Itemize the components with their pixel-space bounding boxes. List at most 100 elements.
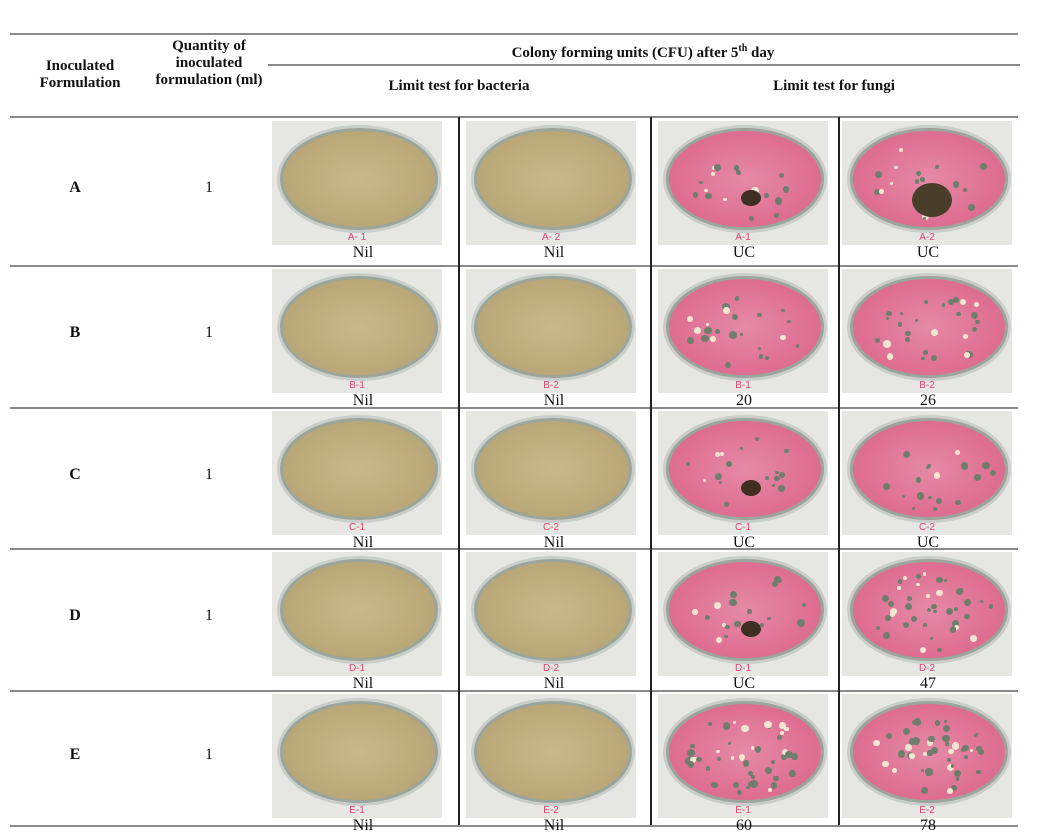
header-fungi: Limit test for fungi [773,78,895,94]
header-cfu-text: Colony forming units (CFU) after 5 [511,45,739,61]
colony-dot [976,769,982,775]
colony-dot [711,165,717,171]
colony-dot [887,600,895,608]
row-rule [10,548,1018,550]
plate-label: D-2 [542,663,560,674]
colony-dot [882,483,890,490]
colony-dot [934,720,941,726]
colony-dot [923,623,927,627]
colony-dot [714,328,720,334]
colony-dot [896,586,901,590]
colony-dot [751,774,756,779]
petri-dish-photo: B-1 [272,269,442,393]
petri-dish [663,556,827,664]
colony-dot [874,170,882,178]
colony-dot [881,594,890,603]
colony-dot [915,179,920,184]
colony-dot [746,785,750,790]
colony-dot [701,334,709,343]
colony-dot [912,183,952,217]
colony-dot [956,312,961,317]
row-rule [10,407,1018,409]
colony-dot [926,739,934,747]
petri-dish-photo: C-2 [466,411,636,535]
colony-dot [946,757,951,762]
colony-dot [733,165,740,172]
colony-dot [952,620,960,628]
colony-dot [765,356,770,361]
plate-label: B-1 [349,380,365,391]
colony-dot [729,591,737,599]
colony-dot [693,327,701,335]
colony-dot [932,507,937,512]
colony-dot [747,609,753,615]
colony-dot [933,472,941,479]
colony-dot [912,506,916,510]
petri-dish-photo: C-2 [842,411,1012,535]
colony-dot [905,330,911,336]
petri-dish-photo: E-1 [658,694,828,818]
colony-dot [927,608,932,613]
colony-dot [923,752,927,757]
colony-dot [787,319,791,324]
colony-dot [774,196,783,205]
colony-dot [725,362,732,368]
plate-label: C-2 [918,522,936,533]
plate-label: B-2 [919,380,935,391]
colony-dot [722,721,731,730]
colony-dot [758,354,764,359]
colony-dot [905,603,913,611]
colony-dot [708,722,712,726]
colony-dot [982,461,991,470]
plate-label: D-2 [918,663,936,674]
colony-dot [747,771,753,777]
colony-dot [778,471,785,478]
colony-dot [953,770,961,778]
colony-dot [695,756,702,763]
colony-dot [962,188,967,193]
colony-dot [934,165,939,169]
plate-label: D-1 [734,663,752,674]
petri-dish-photo: D-1 [658,552,828,676]
colony-dot [783,726,789,732]
colony-dot [704,188,708,193]
header-mid-rule [268,64,1020,66]
colony-dot [725,625,730,630]
colony-dot [874,338,881,344]
colony-dot [947,298,954,305]
cfu-result: Nil [543,392,565,409]
colony-dot [937,647,943,653]
colony-dot [780,753,788,761]
petri-dish-photo: B-2 [466,269,636,393]
plate-label: C-1 [348,522,366,533]
plate-label: A- 2 [541,232,561,243]
colony-dot [686,336,695,345]
colony-dot [723,501,730,507]
colony-dot [757,312,763,318]
colony-dot [975,319,981,325]
colony-dot [728,741,732,746]
colony-dot [915,574,921,580]
formulation-label: E [69,745,81,763]
petri-dish [277,125,441,233]
colony-dot [959,299,966,306]
colony-dot [886,353,894,360]
colony-dot [690,756,696,763]
colony-dot [702,479,706,483]
colony-dot [739,754,746,760]
colony-dot [916,582,920,587]
colony-dot [736,789,742,796]
colony-dot [783,448,789,454]
colony-dot [954,607,959,611]
colony-dot [719,451,725,457]
plate-label: E-2 [543,805,559,816]
colony-dot [976,745,982,752]
colony-dot [718,481,722,485]
colony-dot [931,604,937,610]
colony-dot [729,330,738,339]
cfu-result: UC [732,675,756,692]
colony-dot [711,781,718,789]
colony-dot [948,749,954,755]
formulation-label: D [69,607,81,624]
colony-dot [974,302,980,308]
